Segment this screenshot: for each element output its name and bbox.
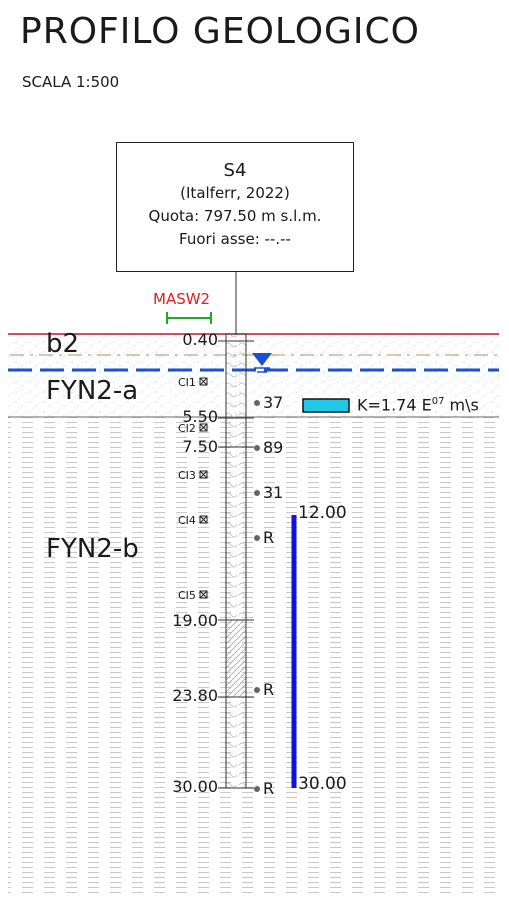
- scale-label: SCALA 1:500: [22, 73, 120, 91]
- sample-box-icon: [199, 590, 208, 599]
- spt-value: 89: [263, 438, 284, 457]
- depth-ticks: [218, 340, 254, 789]
- layer-b2-fill: [8, 334, 499, 340]
- layer-label-fyn2b: FYN2-b: [46, 534, 139, 564]
- permeability-exponent: 07: [431, 396, 445, 407]
- depth-label: 7.50: [182, 437, 218, 456]
- layer-fyn2a-fill: [8, 340, 499, 417]
- sample-icons: [199, 377, 208, 599]
- borehole-quota: Quota: 797.50 m s.l.m.: [148, 207, 322, 225]
- borehole-column-upper: [225, 333, 247, 621]
- permeability-label: K=1.74 E07 m\s: [357, 397, 479, 413]
- borehole-column-lower: [225, 696, 247, 789]
- depth-label: 0.40: [182, 330, 218, 349]
- depth-label: 19.00: [172, 611, 218, 630]
- spt-value: 37: [263, 393, 284, 412]
- spt-dot: [254, 400, 260, 406]
- piezometer-top-label: 12.00: [298, 503, 347, 523]
- permeability-test-box: [302, 398, 350, 413]
- depth-label: 23.80: [172, 686, 218, 705]
- spt-dot: [254, 687, 260, 693]
- spt-dot: [254, 786, 260, 792]
- spt-value: R: [263, 528, 275, 547]
- sample-label: CI4: [178, 514, 196, 527]
- borehole-source: (Italferr, 2022): [180, 184, 290, 202]
- permeability-unit: m\s: [449, 395, 479, 415]
- permeability-value: K=1.74 E: [357, 395, 432, 415]
- borehole-column-hatched: [225, 619, 247, 698]
- spt-value: R: [263, 779, 275, 798]
- sample-label: CI2: [178, 422, 196, 435]
- layer-label-b2: b2: [46, 329, 80, 359]
- water-table-icon: [252, 353, 272, 373]
- spt-dot: [254, 535, 260, 541]
- spt-value: 31: [263, 483, 284, 502]
- masw-label: MASW2: [153, 290, 211, 308]
- sample-box-icon: [199, 377, 208, 386]
- borehole-offset: Fuori asse: --.--: [179, 230, 291, 248]
- borehole-name: S4: [223, 160, 247, 181]
- spt-value: R: [263, 680, 275, 699]
- sample-box-icon: [199, 470, 208, 479]
- sample-label: CI1: [178, 376, 196, 389]
- borehole-info-box: S4 (Italferr, 2022) Quota: 797.50 m s.l.…: [116, 142, 354, 272]
- spt-dot: [254, 445, 260, 451]
- layer-fyn2b-fill: [8, 417, 499, 895]
- piezometer-bottom-label: 30.00: [298, 774, 347, 794]
- layer-label-fyn2a: FYN2-a: [46, 376, 139, 406]
- spt-dot: [254, 490, 260, 496]
- sample-box-icon: [199, 423, 208, 432]
- depth-label: 5.50: [182, 407, 218, 426]
- depth-label: 30.00: [172, 777, 218, 796]
- sample-box-icon: [199, 515, 208, 524]
- masw-marker: [166, 312, 212, 324]
- sample-label: CI3: [178, 469, 196, 482]
- page-title: PROFILO GEOLOGICO: [20, 11, 421, 52]
- sample-label: CI5: [178, 589, 196, 602]
- spt-markers: [254, 400, 260, 792]
